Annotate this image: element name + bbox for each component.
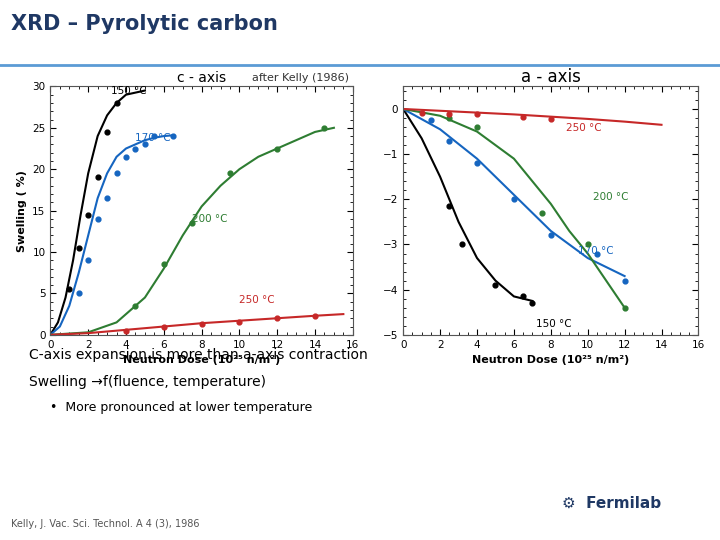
Point (196, 320, 207, 328)
Point (526, 299, 538, 307)
Text: 200 °C: 200 °C (593, 192, 629, 202)
Point (416, 109, 428, 117)
Point (444, 136, 455, 145)
Point (545, 114, 557, 123)
Point (130, 144, 141, 153)
Point (471, 123, 482, 131)
Point (233, 317, 245, 326)
Text: after Kelly (1986): after Kelly (1986) (252, 73, 349, 83)
Text: C-axis expansion is more than a-axis contraction: C-axis expansion is more than a-axis con… (29, 348, 367, 362)
Y-axis label: Swelling ( %): Swelling ( %) (17, 170, 27, 252)
Point (456, 240, 468, 249)
Point (83, 256, 94, 265)
Title: a - axis: a - axis (521, 68, 581, 86)
Text: 250 °C: 250 °C (239, 295, 275, 305)
Point (158, 260, 170, 269)
Point (111, 99, 122, 107)
Point (158, 323, 170, 332)
Point (582, 240, 593, 249)
Text: ⚙  Fermilab: ⚙ Fermilab (562, 496, 661, 511)
Point (508, 195, 520, 204)
Point (518, 112, 529, 121)
Point (471, 110, 482, 119)
Point (92, 214, 104, 223)
Point (83, 211, 94, 219)
Point (73, 244, 84, 252)
Text: 150 °C: 150 °C (111, 85, 146, 96)
Text: 170 °C: 170 °C (135, 133, 171, 143)
Point (271, 314, 283, 322)
Text: Swelling →f(fluence, temperature): Swelling →f(fluence, temperature) (29, 375, 266, 389)
Point (619, 303, 631, 312)
Text: 150 °C: 150 °C (536, 319, 572, 328)
Text: Kelly, J. Vac. Sci. Technol. A 4 (3), 1986: Kelly, J. Vac. Sci. Technol. A 4 (3), 19… (11, 519, 199, 530)
Point (425, 116, 436, 125)
X-axis label: Neutron Dose (10²⁵ n/m²): Neutron Dose (10²⁵ n/m²) (123, 355, 280, 365)
Point (73, 289, 84, 298)
Point (545, 231, 557, 240)
Point (490, 281, 501, 289)
Point (102, 194, 113, 202)
Text: 170 °C: 170 °C (578, 246, 614, 256)
Point (619, 276, 631, 285)
Point (186, 219, 198, 227)
Text: •  More pronounced at lower temperature: • More pronounced at lower temperature (50, 401, 312, 414)
Point (591, 249, 603, 258)
Point (224, 169, 235, 178)
Point (92, 173, 104, 182)
Point (120, 152, 132, 161)
Point (139, 140, 150, 149)
Point (63, 285, 75, 294)
Point (444, 202, 455, 211)
Point (168, 132, 179, 140)
Text: 250 °C: 250 °C (566, 123, 601, 133)
Point (536, 208, 547, 217)
Point (111, 169, 122, 178)
Point (444, 114, 455, 123)
Text: XRD – Pyrolytic carbon: XRD – Pyrolytic carbon (11, 14, 278, 35)
Point (471, 159, 482, 167)
Point (148, 132, 160, 140)
Point (310, 312, 321, 320)
Point (130, 301, 141, 310)
Point (444, 110, 455, 119)
Point (120, 326, 132, 335)
X-axis label: Neutron Dose (10²⁵ n/m²): Neutron Dose (10²⁵ n/m²) (472, 355, 629, 365)
Text: 200 °C: 200 °C (192, 214, 228, 224)
Point (102, 127, 113, 136)
Point (271, 144, 283, 153)
Point (518, 292, 529, 301)
Point (319, 124, 330, 132)
Title: c - axis: c - axis (177, 71, 226, 85)
